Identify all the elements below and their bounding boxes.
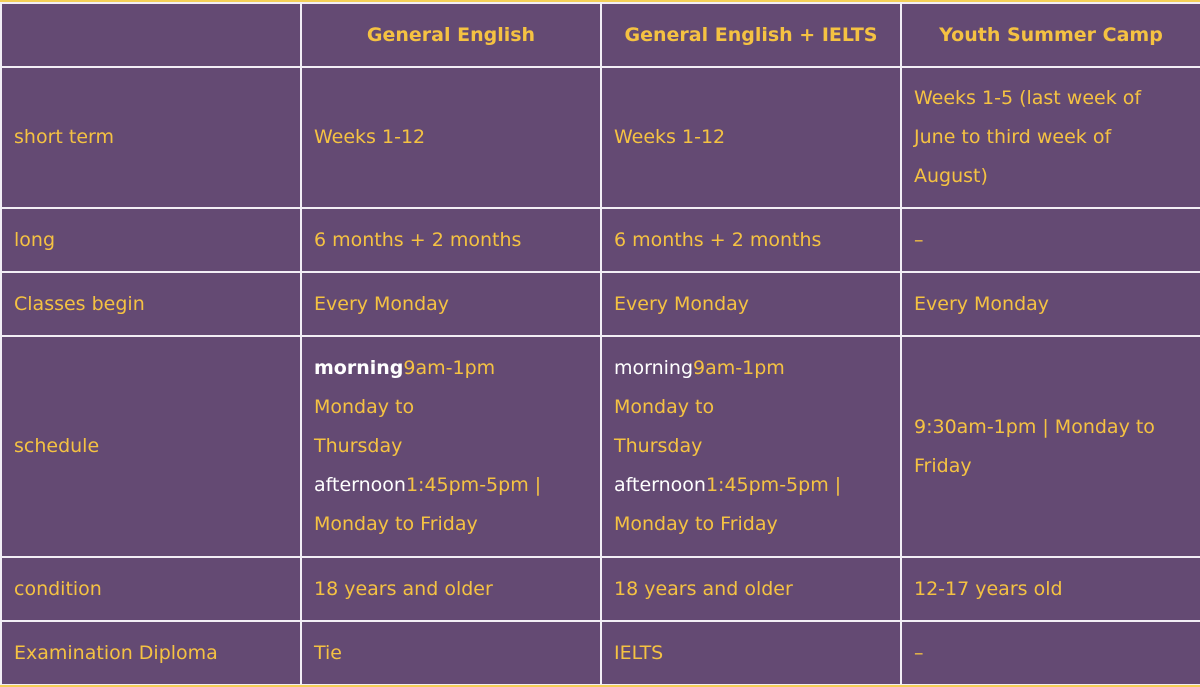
table-cell: 12-17 years old <box>900 556 1200 622</box>
morning-days: Monday to Thursday <box>314 396 415 457</box>
afternoon-time: 1:45pm-5pm | <box>405 474 542 496</box>
table-cell: – <box>900 207 1200 273</box>
table-cell: 9:30am-1pm | Monday to Friday <box>900 335 1200 558</box>
table-cell: 6 months + 2 months <box>600 207 902 273</box>
table-cell: IELTS <box>600 620 902 686</box>
afternoon-label: afternoon <box>314 474 406 496</box>
row-label: Examination Diploma <box>0 620 302 686</box>
row-label: short term <box>0 66 302 209</box>
morning-days: Monday to Thursday <box>614 396 715 457</box>
row-label: long <box>0 207 302 273</box>
bottom-accent-line <box>0 685 1200 687</box>
table-row: long 6 months + 2 months 6 months + 2 mo… <box>0 207 1200 273</box>
table-cell: Weeks 1-12 <box>600 66 902 209</box>
table-cell: 18 years and older <box>300 556 602 622</box>
table-row: short term Weeks 1-12 Weeks 1-12 Weeks 1… <box>0 66 1200 209</box>
table-cell: Weeks 1-5 (last week of June to third we… <box>900 66 1200 209</box>
row-label: Classes begin <box>0 271 302 337</box>
schedule-cell: morning9am-1pm Monday to Thursday aftern… <box>600 335 902 558</box>
table-cell: Every Monday <box>600 271 902 337</box>
afternoon-time: 1:45pm-5pm | <box>705 474 842 496</box>
morning-label: morning <box>314 357 404 379</box>
table-cell: – <box>900 620 1200 686</box>
header-general-english: General English <box>300 2 602 68</box>
header-youth-summer-camp: Youth Summer Camp <box>900 2 1200 68</box>
table-row: schedule morning9am-1pm Monday to Thursd… <box>0 335 1200 558</box>
afternoon-label: afternoon <box>614 474 706 496</box>
table-cell: 6 months + 2 months <box>300 207 602 273</box>
morning-time: 9am-1pm <box>403 357 496 379</box>
header-general-english-ielts: General English + IELTS <box>600 2 902 68</box>
row-label: schedule <box>0 335 302 558</box>
table-cell: Tie <box>300 620 602 686</box>
table-row: condition 18 years and older 18 years an… <box>0 556 1200 622</box>
table-row: Examination Diploma Tie IELTS – <box>0 620 1200 686</box>
top-accent-line <box>0 0 1200 2</box>
header-empty <box>0 2 302 68</box>
afternoon-days: Monday to Friday <box>614 513 778 535</box>
header-row: General English General English + IELTS … <box>0 2 1200 68</box>
table-cell: 18 years and older <box>600 556 902 622</box>
morning-label: morning <box>614 357 694 379</box>
schedule-cell: morning9am-1pm Monday to Thursday aftern… <box>300 335 602 558</box>
morning-time: 9am-1pm <box>693 357 785 379</box>
table-cell: Weeks 1-12 <box>300 66 602 209</box>
table-cell: Every Monday <box>900 271 1200 337</box>
row-label: condition <box>0 556 302 622</box>
table-cell: Every Monday <box>300 271 602 337</box>
afternoon-days: Monday to Friday <box>314 513 478 535</box>
table-row: Classes begin Every Monday Every Monday … <box>0 271 1200 337</box>
